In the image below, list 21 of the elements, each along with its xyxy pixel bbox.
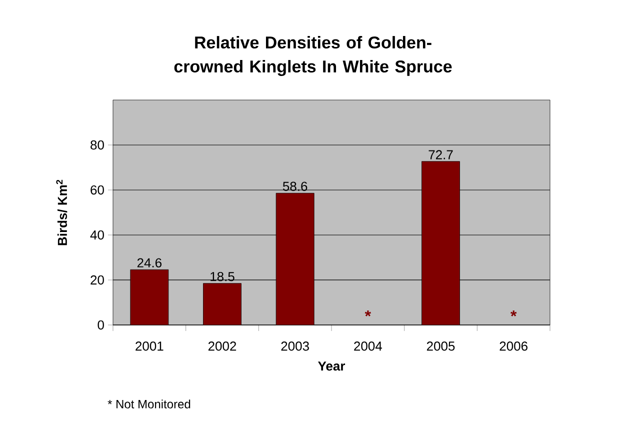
x-axis-title: Year: [318, 362, 346, 371]
y-axis-title: Birds/ Km$^{2}$: [56, 180, 68, 246]
x-tick-label: 2003: [281, 342, 309, 351]
y-tick-label: 20: [90, 275, 104, 285]
data-label: 18.5: [210, 272, 234, 282]
text: * Not Monitored: [108, 400, 190, 408]
chart-title: Relative Densities of Golden-crowned Kinglets In White Spruce: [174, 36, 452, 76]
x-tick-label: 2004: [354, 342, 382, 351]
y-tick-label: 0: [98, 320, 104, 330]
x-tick-label: 2005: [426, 342, 455, 351]
annotation: *: [364, 310, 372, 316]
y-tick-label: 60: [90, 185, 104, 195]
x-tick-label: 2002: [208, 342, 236, 351]
annotation: *: [510, 310, 517, 316]
data-label: 24.6: [137, 258, 162, 268]
y-tick-label: 40: [90, 230, 104, 240]
y-tick-label: 80: [90, 140, 104, 150]
x-tick-label: 2001: [136, 342, 164, 351]
data-label: 58.6: [282, 182, 308, 191]
x-tick-label: 2006: [500, 342, 528, 351]
data-label: 72.7: [428, 150, 453, 160]
